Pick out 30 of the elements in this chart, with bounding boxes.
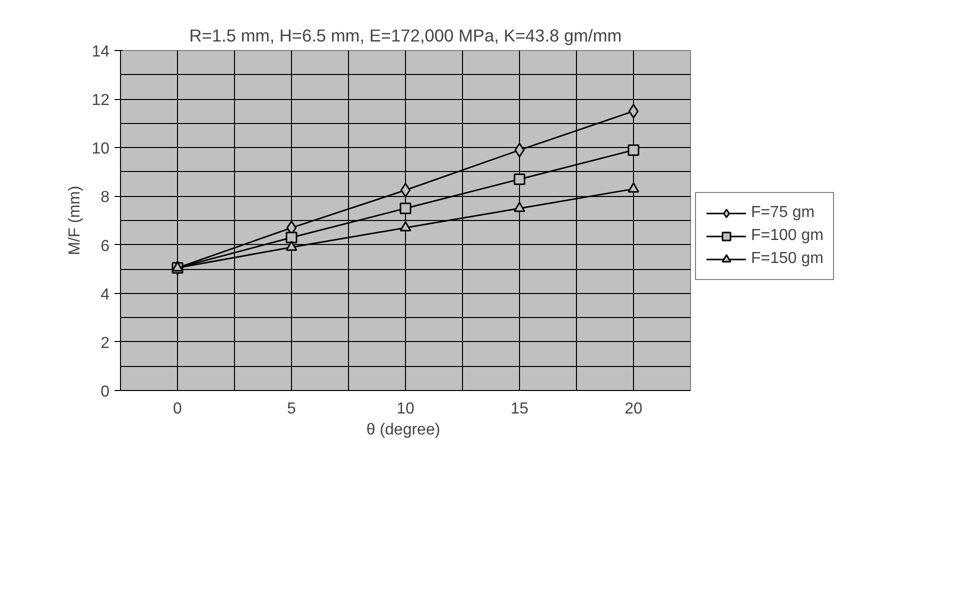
point [628, 182, 640, 193]
point [286, 232, 298, 244]
legend-label: F=75 gm [751, 204, 815, 222]
y-tick-label: 12 [92, 92, 110, 110]
y-tick-label: 0 [100, 384, 110, 400]
x-tick-label: 15 [510, 400, 528, 418]
y-tick-label: 10 [92, 140, 110, 158]
y-tick-label: 2 [100, 334, 110, 352]
x-tick-label: 0 [173, 400, 182, 418]
point [514, 202, 526, 212]
legend-label: F=100 gm [751, 227, 824, 245]
point [400, 221, 412, 232]
point [400, 202, 412, 214]
point [514, 173, 526, 185]
legend-label: F=150 gm [751, 250, 824, 268]
y-tick-label: 6 [100, 238, 110, 255]
point [400, 182, 411, 198]
point [628, 104, 639, 118]
y-tick-label: 14 [92, 44, 110, 60]
y-tick-label: 4 [100, 286, 110, 304]
point [286, 240, 298, 251]
point [514, 142, 525, 158]
y-axis-title: M/F (mm) [66, 186, 84, 256]
point [628, 144, 640, 156]
x-tick-label: 5 [287, 400, 296, 418]
x-tick-label: 10 [396, 400, 414, 418]
chart-title: R=1.5 mm, H=6.5 mm, E=172,000 MPa, K=43.8 gm/mm [189, 26, 622, 46]
y-tick-label: 8 [100, 189, 110, 206]
x-tick-label: 20 [624, 400, 642, 418]
x-axis-title: θ (degree) [366, 422, 440, 438]
